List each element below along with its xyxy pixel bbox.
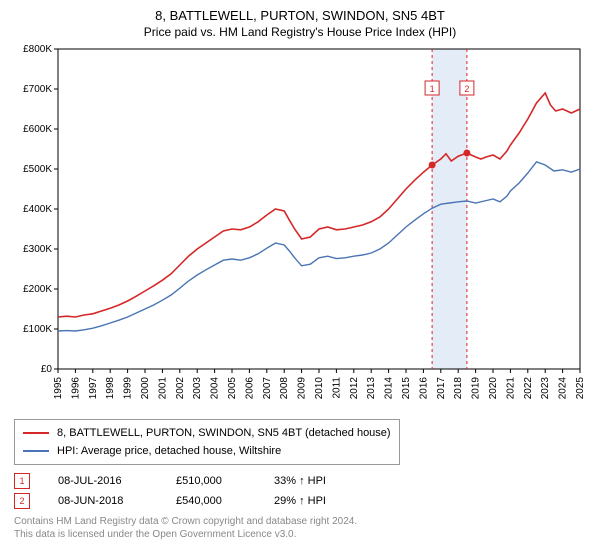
legend-item: HPI: Average price, detached house, Wilt… [23,442,391,460]
svg-text:2002: 2002 [175,377,186,400]
sale-date: 08-JUL-2016 [58,475,148,487]
svg-text:£300K: £300K [23,244,52,255]
svg-text:1: 1 [430,84,435,94]
svg-text:2018: 2018 [453,377,464,400]
svg-text:2015: 2015 [401,377,412,400]
legend-item: 8, BATTLEWELL, PURTON, SWINDON, SN5 4BT … [23,424,391,442]
svg-text:2019: 2019 [471,377,482,400]
svg-text:2006: 2006 [244,377,255,400]
svg-text:2024: 2024 [558,377,569,400]
svg-text:2: 2 [464,84,469,94]
svg-text:2025: 2025 [575,377,586,400]
sale-price: £510,000 [176,475,246,487]
sale-row: 1 08-JUL-2016 £510,000 33% ↑ HPI [14,473,586,489]
svg-text:1996: 1996 [70,377,81,400]
footer-attribution: Contains HM Land Registry data © Crown c… [14,515,586,541]
svg-text:£200K: £200K [23,284,52,295]
svg-text:1997: 1997 [88,377,99,400]
sale-row: 2 08-JUN-2018 £540,000 29% ↑ HPI [14,493,586,509]
svg-text:2001: 2001 [157,377,168,400]
sales-table: 1 08-JUL-2016 £510,000 33% ↑ HPI 2 08-JU… [14,473,586,509]
marker-box: 2 [14,493,30,509]
svg-text:2008: 2008 [279,377,290,400]
svg-text:2003: 2003 [192,377,203,400]
svg-text:£400K: £400K [23,204,52,215]
svg-text:2020: 2020 [488,377,499,400]
sale-diff: 29% ↑ HPI [274,495,326,507]
svg-text:2022: 2022 [523,377,534,400]
svg-text:2000: 2000 [140,377,151,400]
svg-text:2017: 2017 [436,377,447,400]
svg-text:2005: 2005 [227,377,238,400]
chart-title: 8, BATTLEWELL, PURTON, SWINDON, SN5 4BT [14,8,586,23]
svg-text:£500K: £500K [23,164,52,175]
svg-text:2011: 2011 [331,377,342,399]
svg-text:2004: 2004 [210,377,221,400]
svg-text:2009: 2009 [297,377,308,400]
sale-date: 08-JUN-2018 [58,495,148,507]
svg-text:2013: 2013 [366,377,377,400]
svg-text:1999: 1999 [123,377,134,400]
svg-text:2023: 2023 [540,377,551,400]
svg-text:£100K: £100K [23,324,52,335]
svg-text:£800K: £800K [23,44,52,55]
svg-text:2012: 2012 [349,377,360,400]
sale-diff: 33% ↑ HPI [274,475,326,487]
svg-text:1995: 1995 [53,377,64,400]
chart: £0 £100K £200K £300K £400K £500K £600K £700K £80… [14,43,586,413]
svg-text:2007: 2007 [262,377,273,400]
svg-text:2016: 2016 [418,377,429,400]
chart-subtitle: Price paid vs. HM Land Registry's House … [14,25,586,39]
legend-label: 8, BATTLEWELL, PURTON, SWINDON, SN5 4BT … [57,424,391,442]
svg-text:£600K: £600K [23,124,52,135]
svg-text:£0: £0 [41,364,53,375]
svg-text:2014: 2014 [384,377,395,400]
legend-label: HPI: Average price, detached house, Wilt… [57,442,281,460]
marker-box: 1 [14,473,30,489]
svg-text:2021: 2021 [505,377,516,400]
legend: 8, BATTLEWELL, PURTON, SWINDON, SN5 4BT … [14,419,400,465]
svg-text:2010: 2010 [314,377,325,400]
svg-text:1998: 1998 [105,377,116,400]
sale-price: £540,000 [176,495,246,507]
svg-text:£700K: £700K [23,84,52,95]
